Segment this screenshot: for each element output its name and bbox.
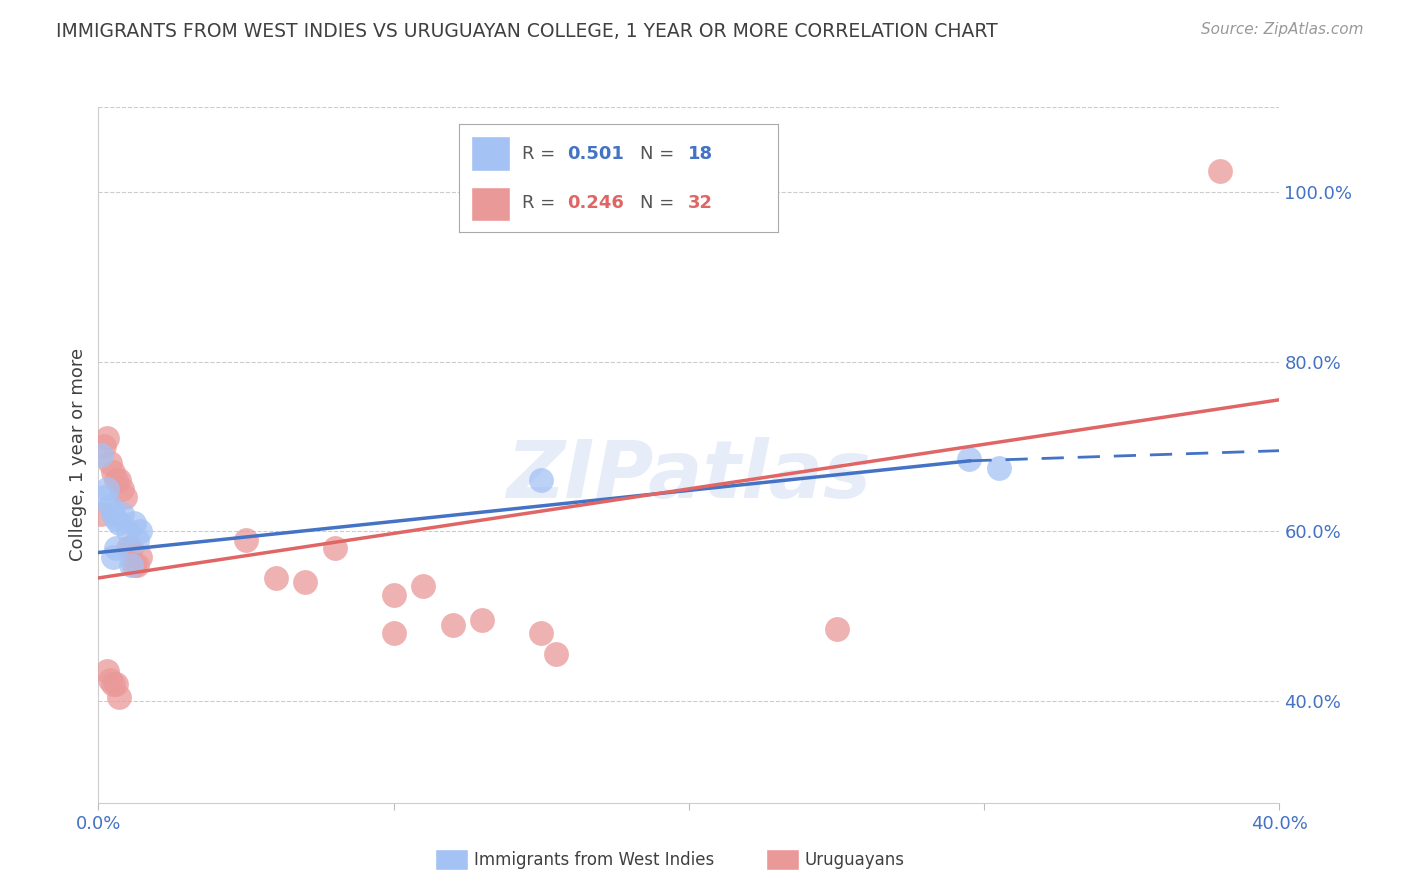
Text: Source: ZipAtlas.com: Source: ZipAtlas.com — [1201, 22, 1364, 37]
Point — [128, 549, 150, 564]
Text: Uruguayans: Uruguayans — [804, 851, 904, 869]
Point — [108, 516, 131, 530]
Point — [111, 508, 134, 522]
Y-axis label: College, 1 year or more: College, 1 year or more — [69, 349, 87, 561]
Point — [103, 549, 125, 564]
Point — [530, 474, 553, 488]
Point — [98, 673, 121, 687]
Bar — [434, 849, 468, 871]
Point — [546, 648, 568, 662]
Point — [1209, 163, 1232, 178]
Point — [90, 508, 112, 522]
Point — [111, 482, 134, 496]
Point — [412, 579, 434, 593]
Point — [441, 617, 464, 632]
Point — [98, 499, 121, 513]
Point — [382, 588, 405, 602]
Point — [530, 626, 553, 640]
Point — [264, 571, 287, 585]
Point — [323, 541, 346, 556]
Point — [294, 575, 316, 590]
Text: Immigrants from West Indies: Immigrants from West Indies — [474, 851, 714, 869]
Point — [98, 457, 121, 471]
Point — [987, 460, 1010, 475]
Point — [117, 541, 139, 556]
Point — [825, 622, 848, 636]
Point — [128, 524, 150, 539]
Point — [122, 558, 145, 573]
Point — [93, 439, 115, 453]
Point — [117, 524, 139, 539]
Point — [122, 516, 145, 530]
Point — [93, 491, 115, 505]
Point — [103, 465, 125, 479]
Point — [96, 431, 118, 445]
Point — [103, 677, 125, 691]
Point — [471, 613, 494, 627]
Point — [235, 533, 257, 547]
Point — [105, 677, 128, 691]
Point — [959, 452, 981, 467]
Bar — [766, 849, 799, 871]
Point — [105, 511, 128, 525]
Point — [103, 508, 125, 522]
Point — [125, 558, 148, 573]
Point — [90, 448, 112, 462]
Point — [105, 541, 128, 556]
Point — [108, 474, 131, 488]
Point — [105, 474, 128, 488]
Point — [114, 491, 136, 505]
Text: ZIPatlas: ZIPatlas — [506, 437, 872, 515]
Point — [96, 482, 118, 496]
Point — [382, 626, 405, 640]
Text: IMMIGRANTS FROM WEST INDIES VS URUGUAYAN COLLEGE, 1 YEAR OR MORE CORRELATION CHA: IMMIGRANTS FROM WEST INDIES VS URUGUAYAN… — [56, 22, 998, 41]
Point — [120, 558, 142, 573]
Point — [125, 533, 148, 547]
Point — [108, 690, 131, 704]
Point — [120, 541, 142, 556]
Point — [96, 665, 118, 679]
